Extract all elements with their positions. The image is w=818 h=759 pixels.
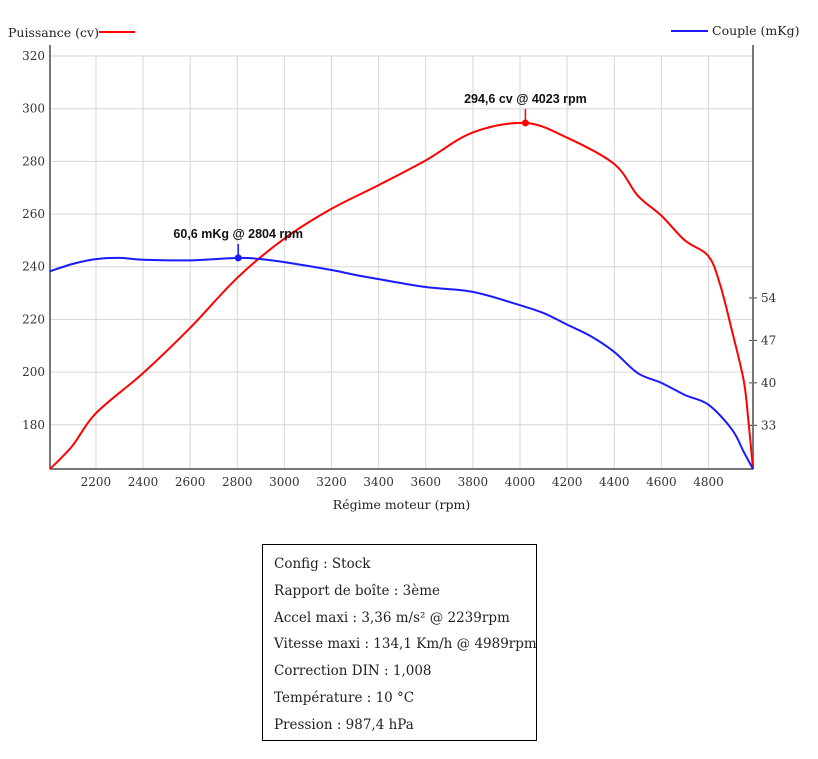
x-tick-label: 4800 [693,475,724,489]
y-left-tick-label: 220 [22,312,45,326]
y-left-tick-label: 180 [22,418,45,432]
legend-torque-label: Couple (mKg) [712,23,799,38]
info-accel: Accel maxi : 3,36 m/s² @ 2239rpm [274,609,510,626]
x-tick-label: 3800 [458,475,489,489]
x-tick-label: 2600 [175,475,206,489]
y-right-tick-label: 47 [761,333,776,347]
y-left-tick-label: 320 [22,49,45,63]
x-tick-label: 3600 [410,475,441,489]
info-pressure: Pression : 987,4 hPa [274,716,414,733]
legend-power-label: Puissance (cv) [8,25,99,40]
y-right-tick-label: 54 [761,291,777,305]
x-tick-label: 2800 [222,475,253,489]
x-tick-label: 2400 [128,475,159,489]
x-tick-label: 4400 [599,475,630,489]
annotation-point [521,119,529,127]
y-left-tick-label: 260 [22,207,45,221]
x-tick-label: 3400 [363,475,394,489]
x-axis-label: Régime moteur (rpm) [333,497,470,512]
info-box: Config : Stock Rapport de boîte : 3ème A… [262,544,537,741]
info-gear: Rapport de boîte : 3ème [274,582,441,599]
torque-line [49,256,754,470]
annotation-label: 294,6 cv @ 4023 rpm [464,92,587,106]
x-tick-label: 4200 [552,475,583,489]
y-left-tick-label: 240 [22,260,45,274]
y-right-tick-label: 33 [761,418,776,432]
y-left-tick-label: 200 [22,365,45,379]
x-tick-label: 4000 [505,475,536,489]
x-tick-label: 3000 [269,475,300,489]
y-left-tick-label: 280 [22,154,45,168]
power-line [49,121,754,470]
info-speed: Vitesse maxi : 134,1 Km/h @ 4989rpm [274,636,537,653]
x-tick-label: 4600 [646,475,677,489]
x-tick-label: 3200 [316,475,347,489]
annotation-label: 60,6 mKg @ 2804 rpm [173,227,303,241]
y-right-tick-label: 40 [761,376,776,390]
info-din: Correction DIN : 1,008 [274,663,432,680]
x-tick-label: 2200 [81,475,112,489]
annotation-point [234,254,242,262]
dyno-chart: 2200 2400 2600 2800 3000 3200 3400 3600 3800 4000… [8,23,799,512]
info-temperature: Température : 10 °C [274,689,415,706]
info-config: Config : Stock [274,556,371,572]
y-left-tick-label: 300 [22,102,45,116]
